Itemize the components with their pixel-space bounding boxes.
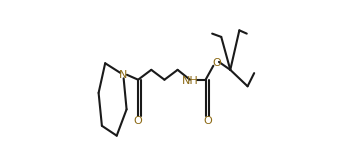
Text: O: O [134,116,143,125]
Text: N: N [119,70,127,80]
Text: O: O [203,116,212,125]
Text: NH: NH [182,76,199,85]
Text: O: O [212,58,221,68]
